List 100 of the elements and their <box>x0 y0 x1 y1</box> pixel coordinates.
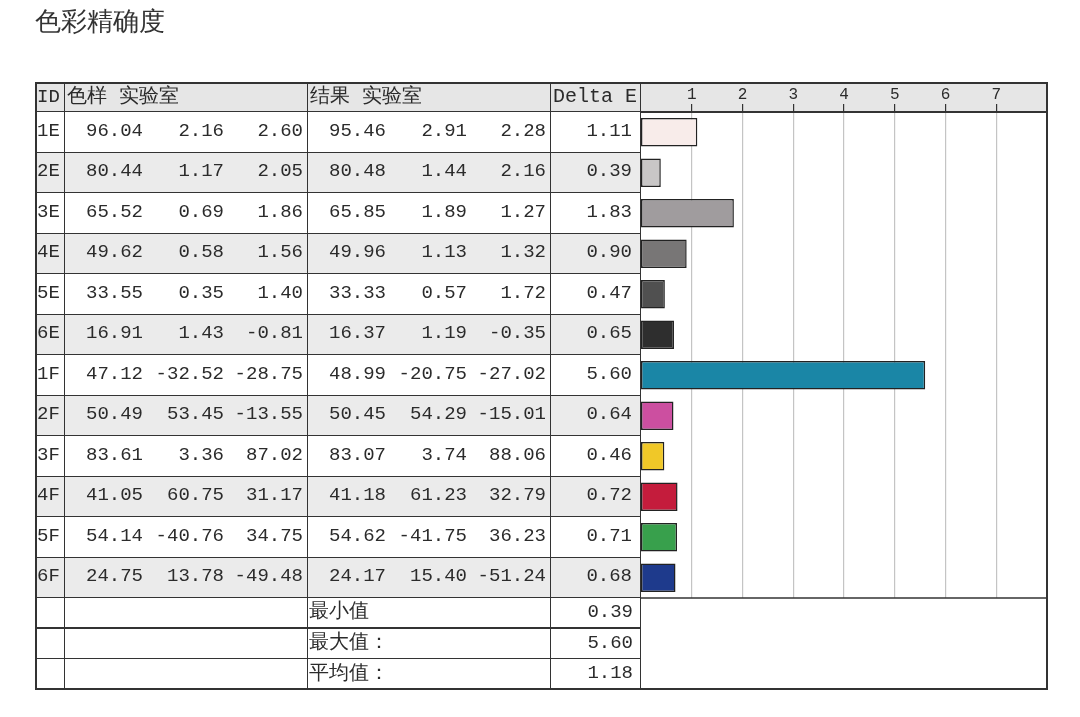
data-label: -0.81 <box>245 322 303 345</box>
x-tick-label: Delta E <box>553 85 638 108</box>
text: 1.18 <box>587 662 633 685</box>
x-tick-label: 色样 实验室 <box>67 85 180 108</box>
data-label: 24.17 <box>328 565 386 588</box>
y-tick-label: 3E <box>37 200 60 223</box>
data-label: 1.86 <box>257 200 303 223</box>
data-label: 3.36 <box>178 443 224 466</box>
data-label: 87.02 <box>245 443 303 466</box>
data-label: 80.44 <box>85 160 143 183</box>
data-label: -41.75 <box>398 524 467 547</box>
data-label: 1.11 <box>586 119 632 142</box>
y-tick-label: 2E <box>37 160 60 183</box>
data-label: 1.13 <box>421 241 467 264</box>
text: 0.39 <box>587 600 633 623</box>
x-tick-label: 7 <box>991 85 1002 104</box>
data-label: 2.16 <box>178 119 224 142</box>
data-label: 41.05 <box>85 484 143 507</box>
data-label: -51.24 <box>477 565 546 588</box>
data-label: 1.40 <box>257 281 303 304</box>
data-label: 0.69 <box>178 200 224 223</box>
data-label: 36.23 <box>488 524 546 547</box>
data-label: 16.91 <box>85 322 143 345</box>
data-label: 1.43 <box>178 322 224 345</box>
y-tick-label: 6E <box>37 322 60 345</box>
x-tick-label: 6 <box>940 85 951 104</box>
x-tick-label: 2 <box>737 85 748 104</box>
data-label: 80.48 <box>328 160 386 183</box>
data-label: 32.79 <box>488 484 546 507</box>
text: 最大值： <box>309 631 389 654</box>
y-tick-label: 5E <box>37 281 60 304</box>
data-label: 0.64 <box>586 403 632 426</box>
x-tick-label: 5 <box>889 85 900 104</box>
x-tick-label: 3 <box>788 85 799 104</box>
data-label: 0.65 <box>586 322 632 345</box>
data-label: 0.72 <box>586 484 632 507</box>
data-label: 49.96 <box>328 241 386 264</box>
data-label: 50.49 <box>85 403 143 426</box>
data-label: 54.62 <box>328 524 386 547</box>
data-label: 47.12 <box>85 362 143 385</box>
data-label: 33.55 <box>85 281 143 304</box>
data-label: 31.17 <box>245 484 303 507</box>
y-tick-label: 1E <box>37 119 60 142</box>
data-label: 0.57 <box>421 281 467 304</box>
data-label: 54.29 <box>409 403 467 426</box>
x-tick-label: 4 <box>839 85 849 104</box>
data-label: 1.89 <box>421 200 467 223</box>
data-label: 1.27 <box>500 200 546 223</box>
data-label: 0.71 <box>586 524 632 547</box>
data-label: 48.99 <box>328 362 386 385</box>
y-tick-label: 2F <box>37 403 60 426</box>
data-label: -15.01 <box>477 403 546 426</box>
data-label: -40.76 <box>155 524 224 547</box>
data-label: 88.06 <box>488 443 546 466</box>
data-label: 41.18 <box>328 484 386 507</box>
data-label: 53.45 <box>166 403 224 426</box>
data-label: -32.52 <box>155 362 224 385</box>
data-label: 0.35 <box>178 281 224 304</box>
data-label: -13.55 <box>234 403 303 426</box>
data-label: -49.48 <box>234 565 303 588</box>
data-label: 24.75 <box>85 565 143 588</box>
y-axis-title: ID <box>37 85 60 108</box>
data-label: 1.19 <box>421 322 467 345</box>
data-label: 54.14 <box>85 524 143 547</box>
data-label: 2.60 <box>257 119 303 142</box>
y-tick-label: 4E <box>37 241 60 264</box>
data-label: 15.40 <box>409 565 467 588</box>
data-label: 50.45 <box>328 403 386 426</box>
data-label: 0.39 <box>586 160 632 183</box>
data-label: 83.07 <box>328 443 386 466</box>
data-label: -27.02 <box>477 362 546 385</box>
data-label: 60.75 <box>166 484 224 507</box>
data-label: 3.74 <box>421 443 467 466</box>
data-label: 1.56 <box>257 241 303 264</box>
data-label: 1.72 <box>500 281 546 304</box>
data-label: 49.62 <box>85 241 143 264</box>
data-label: 1.32 <box>500 241 546 264</box>
y-tick-label: 6F <box>37 565 60 588</box>
data-label: 2.16 <box>500 160 546 183</box>
data-label: 0.46 <box>586 443 632 466</box>
data-label: -20.75 <box>398 362 467 385</box>
data-label: 5.60 <box>586 362 632 385</box>
data-label: 13.78 <box>166 565 224 588</box>
text: 最小值 <box>309 600 369 624</box>
data-label: -28.75 <box>234 362 303 385</box>
data-label: 65.85 <box>328 200 386 223</box>
text: 5.60 <box>587 631 633 654</box>
data-label: 2.91 <box>421 119 467 142</box>
data-label: 0.47 <box>586 281 632 304</box>
y-tick-label: 5F <box>37 524 60 547</box>
data-label: 33.33 <box>328 281 386 304</box>
data-label: 1.17 <box>178 160 224 183</box>
y-tick-label: 3F <box>37 443 60 466</box>
data-label: 16.37 <box>328 322 386 345</box>
data-label: 0.58 <box>178 241 224 264</box>
data-label: 2.05 <box>257 160 303 183</box>
data-label: -0.35 <box>488 322 546 345</box>
x-tick-label: 结果 实验室 <box>310 85 423 108</box>
data-label: 61.23 <box>409 484 467 507</box>
data-label: 1.83 <box>586 200 632 223</box>
